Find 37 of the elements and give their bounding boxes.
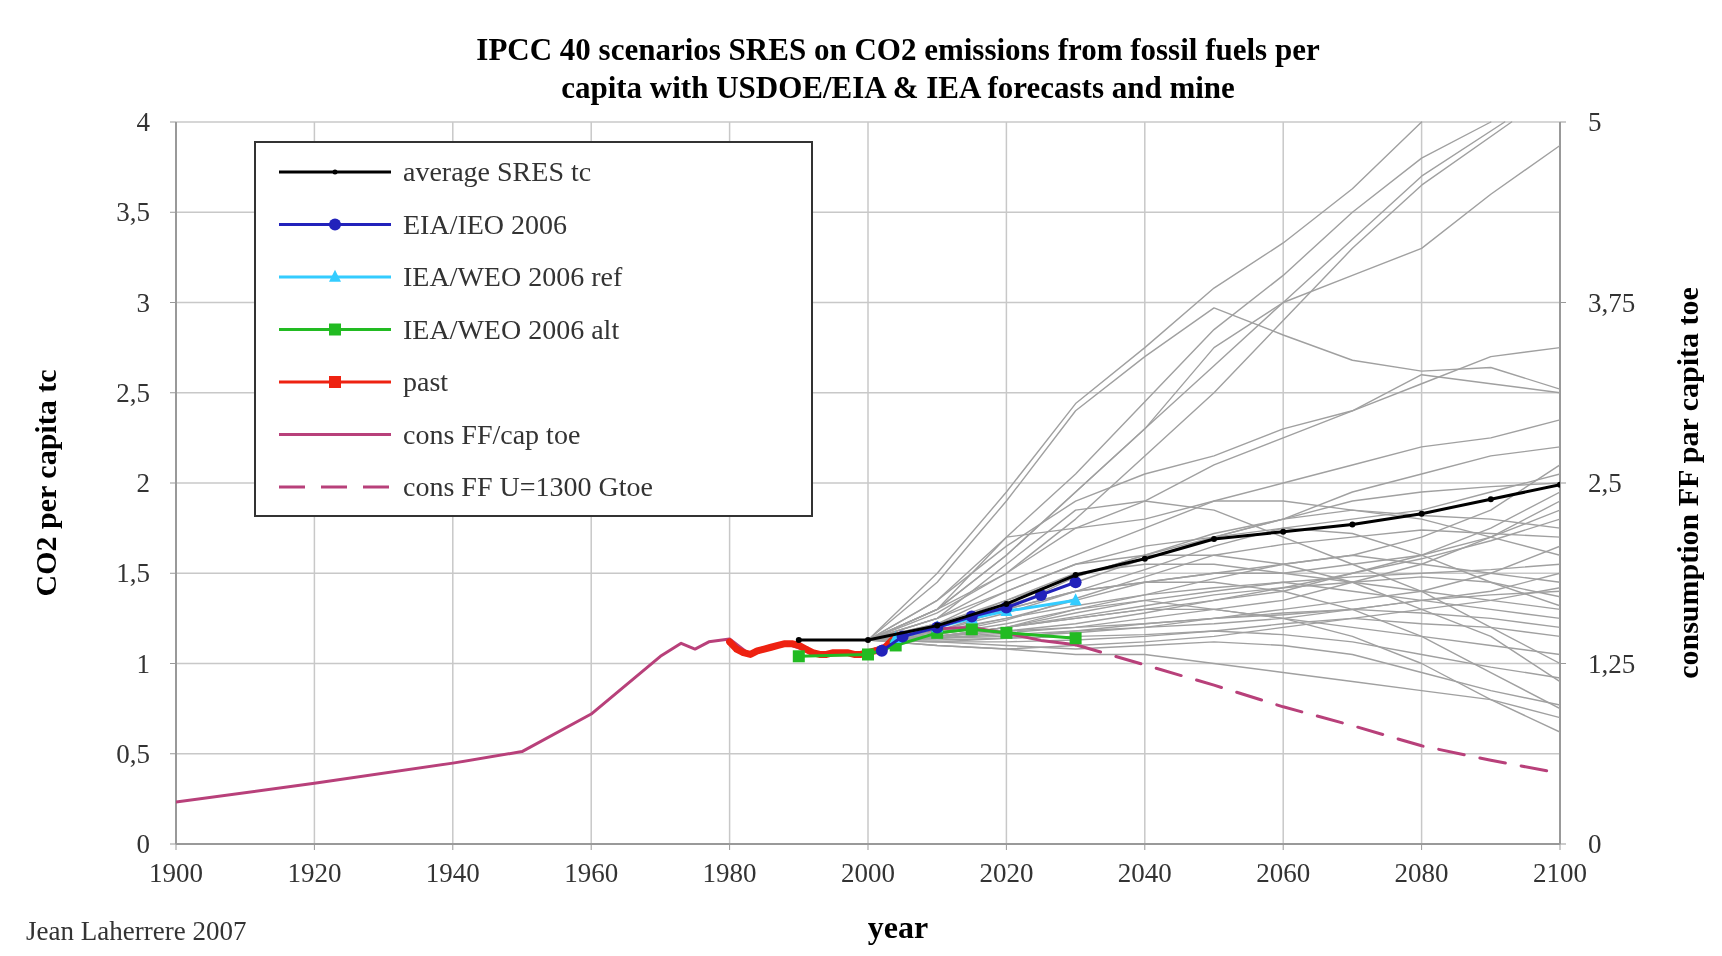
x-axis-title: year [867, 909, 929, 945]
y-tick-label: 3,5 [116, 197, 150, 228]
y-tick-label: 2 [136, 468, 150, 498]
x-tick-label: 1920 [287, 858, 342, 888]
x-tick-label: 1960 [564, 858, 619, 888]
x-tick-label: 1940 [425, 858, 480, 888]
y2-tick-label: 1,25 [1588, 648, 1636, 679]
y-tick-label: 1 [136, 648, 150, 679]
legend-label: IEA/WEO 2006 ref [403, 261, 623, 292]
x-tick-label: 2100 [1533, 858, 1587, 888]
y2-axis-title: consumption FF par capita toe [1671, 287, 1704, 679]
legend-label: average SRES tc [403, 156, 592, 187]
y-tick-label: 3 [136, 287, 150, 318]
legend-label: cons FF U=1300 Gtoe [403, 471, 653, 502]
x-tick-label: 2000 [841, 858, 895, 888]
x-tick-label: 1900 [149, 858, 203, 888]
y2-tick-label: 5 [1588, 107, 1602, 137]
y-tick-label: 0,5 [116, 738, 150, 769]
y-tick-label: 2,5 [116, 377, 150, 408]
y2-tick-label: 0 [1588, 829, 1602, 859]
y-axis-title: CO2 per capita tc [29, 369, 62, 597]
text: Jean Laherrere 2007 [26, 916, 247, 946]
y2-tick-label: 2,5 [1588, 468, 1622, 498]
legend-label: IEA/WEO 2006 alt [403, 313, 620, 345]
legend-label: past [403, 366, 449, 397]
x-tick-label: 2020 [979, 858, 1034, 888]
legend-label: cons FF/cap toe [403, 418, 581, 450]
legend-label: EIA/IEO 2006 [403, 208, 568, 240]
y2-tick-label: 3,75 [1588, 287, 1636, 318]
chart-title: IPCC 40 scenarios SRES on CO2 emissions from fossil fuels per capita with USDOE/EIA & IEA forecasts and mine [476, 32, 1320, 105]
y-tick-label: 0 [136, 829, 150, 859]
x-tick-label: 2060 [1256, 858, 1311, 888]
y-tick-label: 1,5 [116, 558, 150, 589]
x-tick-label: 2040 [1117, 858, 1172, 888]
x-tick-label: 2080 [1394, 858, 1449, 888]
y-tick-label: 4 [136, 107, 151, 137]
x-tick-label: 1980 [702, 858, 757, 888]
